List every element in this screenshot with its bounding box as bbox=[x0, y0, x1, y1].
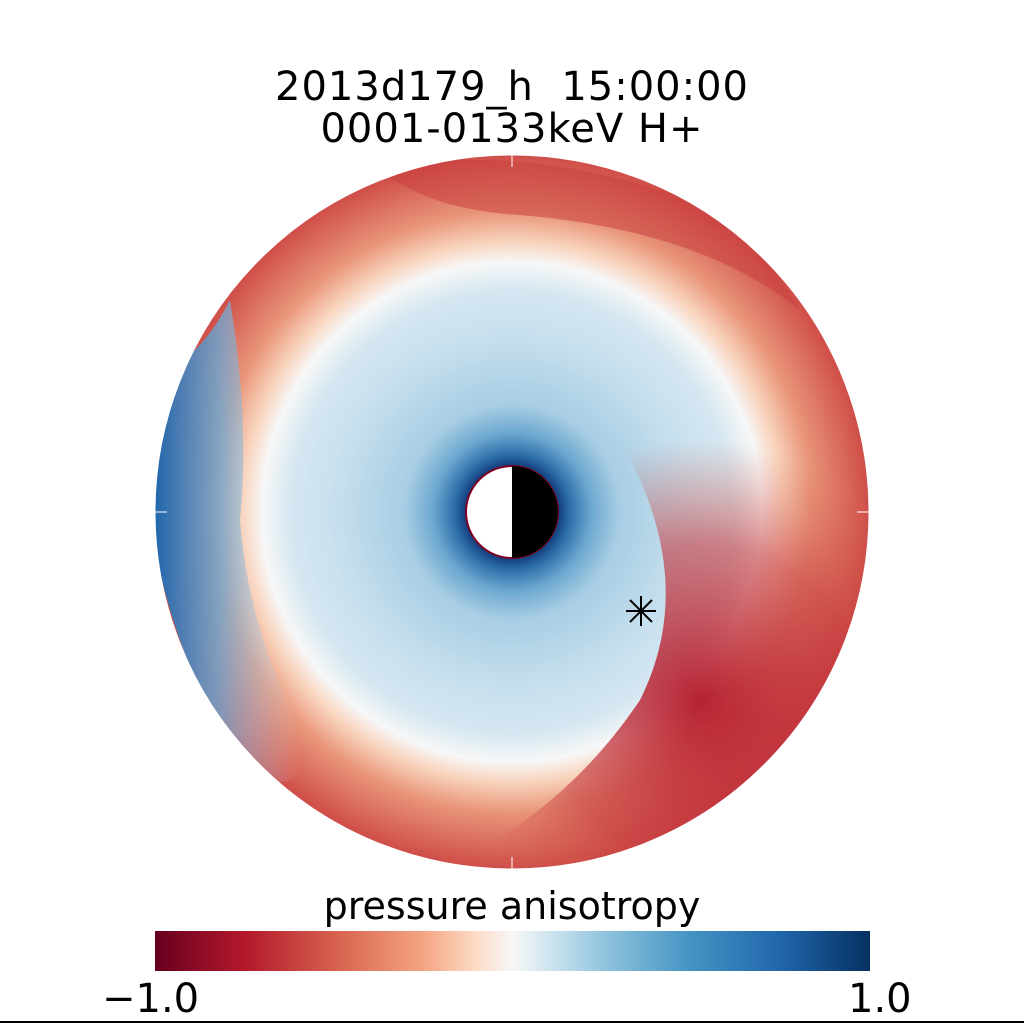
axis-ticks bbox=[155, 155, 869, 869]
bottom-border bbox=[0, 1021, 1024, 1023]
colorbar-label: pressure anisotropy bbox=[323, 884, 701, 928]
colorbar-min-label: −1.0 bbox=[102, 976, 200, 1022]
asterisk-marker bbox=[626, 596, 656, 626]
dayside-red-arc bbox=[380, 160, 800, 310]
chart-title: 2013d179_h 15:00:00 bbox=[275, 64, 749, 110]
colorbar bbox=[155, 931, 870, 971]
colorbar-max-label: 1.0 bbox=[848, 976, 912, 1022]
dawn-blue-region bbox=[155, 300, 320, 783]
earth-icon bbox=[465, 465, 559, 559]
chart-subtitle: 0001-0133keV H+ bbox=[320, 106, 704, 152]
